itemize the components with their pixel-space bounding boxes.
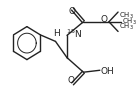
Text: CH$_3$: CH$_3$	[119, 22, 134, 32]
Text: O: O	[101, 15, 108, 24]
Text: $^{15}$N: $^{15}$N	[66, 27, 82, 40]
Text: O: O	[67, 76, 74, 85]
Text: CH$_3$: CH$_3$	[119, 11, 134, 21]
Text: CH$_3$: CH$_3$	[122, 17, 137, 27]
Text: O: O	[68, 7, 75, 16]
Text: OH: OH	[101, 67, 115, 76]
Text: H: H	[53, 29, 60, 38]
